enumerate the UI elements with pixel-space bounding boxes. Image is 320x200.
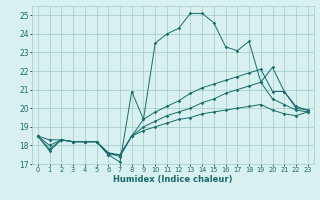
X-axis label: Humidex (Indice chaleur): Humidex (Indice chaleur): [113, 175, 233, 184]
